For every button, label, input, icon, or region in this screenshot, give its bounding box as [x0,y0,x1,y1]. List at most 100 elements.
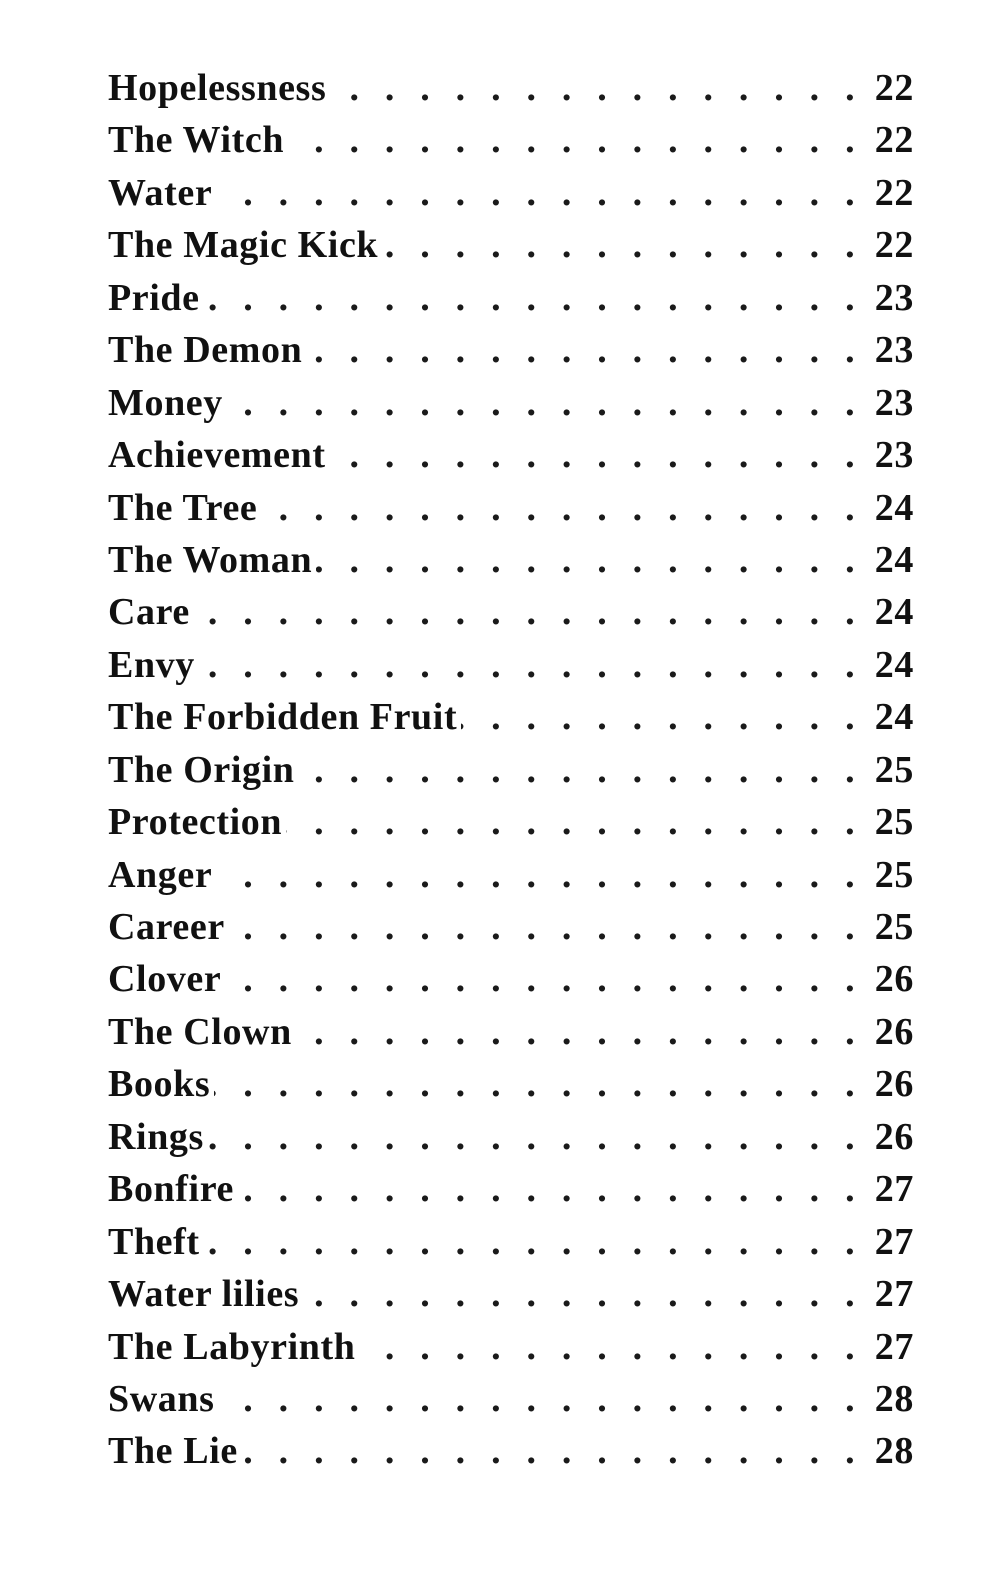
toc-entry: Books 26 [108,1058,914,1110]
entry-title: Protection [108,801,283,844]
entry-page-number: 24 [874,538,914,581]
dot-leader [208,1111,863,1163]
entry-title: The Origin [108,748,295,791]
entry-title: Envy [108,643,195,686]
entry-page-number: 22 [874,67,914,109]
entry-page-number: 25 [874,748,914,791]
entry-title: The Labyrinth [108,1325,356,1368]
dot-leader [316,534,863,586]
entry-title: The Lie [108,1430,238,1473]
entry-title: The Forbidden Fruit [108,696,458,739]
toc-entry: Protection 25 [108,796,914,848]
dot-leader [359,1321,862,1373]
toc-entry: Water 22 [108,167,914,219]
entry-page-number: 23 [874,434,914,477]
dot-leader [382,219,863,271]
entry-title: Water lilies [108,1273,300,1316]
entry-page-number: 28 [874,1377,914,1420]
entry-title: Pride [108,276,200,319]
entry-title: Water [108,171,213,214]
dot-leader [306,324,862,376]
toc-entry: The Clown 26 [108,1006,914,1058]
dot-leader [229,901,863,953]
dot-leader [461,691,863,743]
entry-title: Clover [108,958,222,1001]
dot-leader [330,62,862,114]
dot-leader [303,1268,863,1320]
entry-title: Anger [108,853,213,896]
entry-title: Bonfire [108,1168,234,1211]
toc-entry: The Woman 24 [108,534,914,586]
toc-entry: The Tree 24 [108,482,914,534]
toc-entry: Water lilies 27 [108,1268,914,1320]
dot-leader [199,639,863,691]
entry-title: Hopelessness [108,67,327,109]
dot-leader [214,1058,863,1110]
entry-page-number: 26 [874,958,914,1001]
dot-leader [225,953,862,1005]
dot-leader [261,482,862,534]
entry-page-number: 26 [874,1115,914,1158]
entry-title: Career [108,906,225,948]
dot-leader [330,429,863,481]
toc-entry: Achievement 23 [108,429,914,481]
entry-page-number: 22 [874,119,914,162]
entry-title: Care [108,591,190,634]
toc-entry: The Lie 28 [108,1425,914,1477]
dot-leader [216,167,863,219]
entry-page-number: 22 [874,171,914,214]
toc-entry: Swans 28 [108,1373,914,1425]
entry-title: Achievement [108,434,326,477]
entry-page-number: 25 [874,801,914,844]
entry-title: The Magic Kick [108,224,379,267]
toc-entry: The Magic Kick 22 [108,219,914,271]
entry-page-number: 23 [874,276,914,319]
toc-entry: Money 23 [108,377,914,429]
entry-title: The Woman [108,538,313,581]
entry-page-number: 27 [874,1325,914,1368]
entry-page-number: 27 [874,1168,914,1211]
entry-page-number: 25 [874,853,914,896]
toc-entry: Clover 26 [108,953,914,1005]
entry-page-number: 24 [874,486,914,529]
entry-page-number: 24 [874,591,914,634]
dot-leader [299,744,863,796]
dot-leader [219,1373,863,1425]
toc-entry: Envy 24 [108,639,914,691]
toc-entry: The Demon 23 [108,324,914,376]
toc-entry: The Origin 25 [108,744,914,796]
toc-entry: The Labyrinth 27 [108,1321,914,1373]
toc-entry: Career 25 [108,901,914,953]
entry-title: Books [108,1063,211,1106]
entry-page-number: 27 [874,1220,914,1263]
entry-page-number: 26 [874,1010,914,1053]
entry-page-number: 23 [874,329,914,372]
dot-leader [204,272,863,324]
toc-entry: Anger 25 [108,849,914,901]
dot-leader [286,796,863,848]
toc-entry: Hopelessness 22 [108,62,914,114]
toc-entry: The Witch 22 [108,114,914,166]
toc-entry: Pride 23 [108,272,914,324]
toc-entry: Theft 27 [108,1216,914,1268]
dot-leader [194,586,863,638]
entry-title: Swans [108,1377,215,1420]
entry-page-number: 26 [874,1063,914,1106]
dot-leader [227,377,863,429]
entry-page-number: 25 [874,906,914,948]
dot-leader [216,849,862,901]
dot-leader [238,1163,863,1215]
toc-entry: Care 24 [108,586,914,638]
entry-page-number: 27 [874,1273,914,1316]
entry-page-number: 28 [874,1430,914,1473]
dot-leader [288,114,863,166]
entry-title: Rings [108,1115,204,1158]
entry-page-number: 22 [874,224,914,267]
entry-title: The Clown [108,1010,292,1053]
table-of-contents: Hopelessness22The Witch22Water22The Magi… [108,62,914,1478]
entry-title: Money [108,381,223,424]
entry-page-number: 24 [874,643,914,686]
entry-title: The Demon [108,329,303,372]
toc-entry: Rings 26 [108,1111,914,1163]
toc-entry: Bonfire 27 [108,1163,914,1215]
